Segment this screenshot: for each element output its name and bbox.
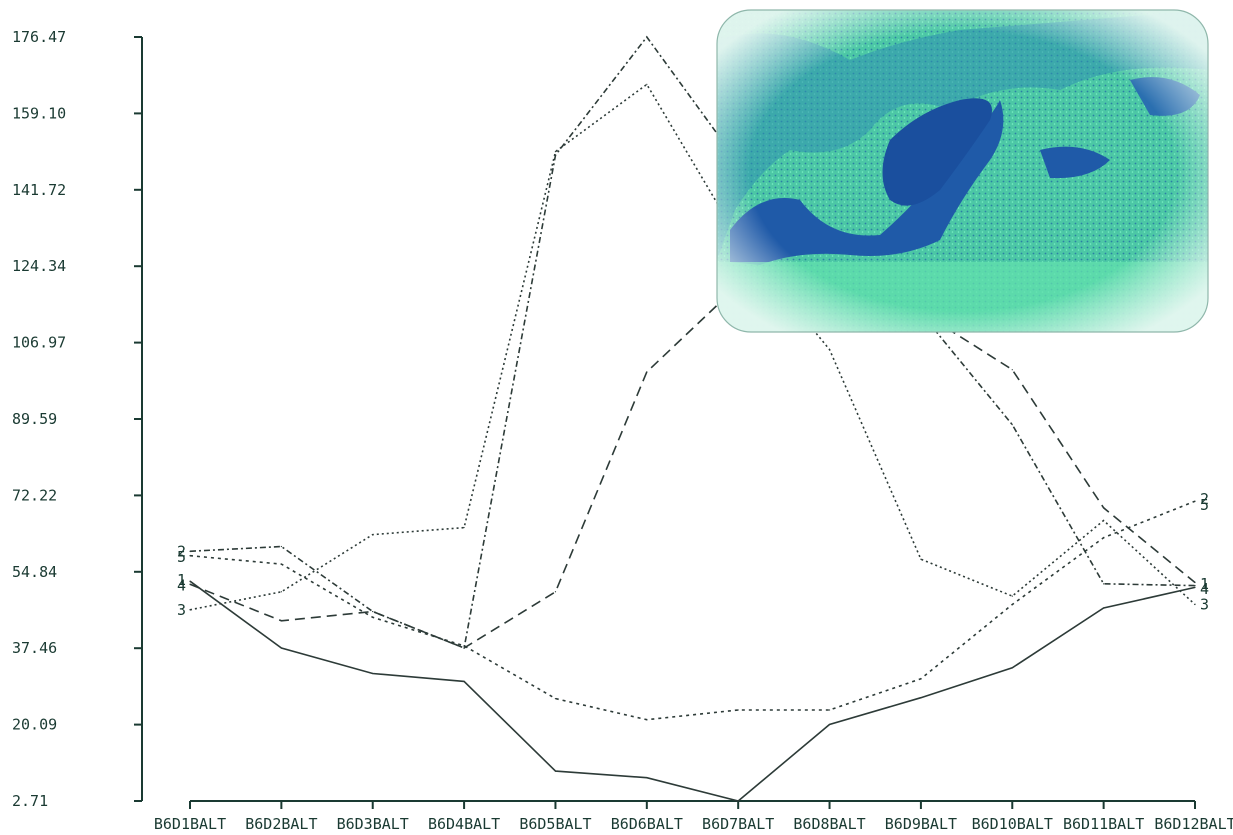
series-point [1103, 607, 1105, 609]
series-point [189, 583, 191, 585]
x-tick-label: B6D12BALT [1154, 815, 1233, 833]
series-point [646, 371, 648, 373]
series-point [1194, 581, 1196, 584]
y-tick-label: 176.47 [12, 28, 66, 46]
series-end-label-right: 1 [1200, 575, 1209, 593]
series-end-label-right: 3 [1200, 596, 1209, 614]
series-point [372, 616, 374, 618]
series-line-2 [189, 35, 1196, 650]
series-point [737, 800, 739, 802]
y-tick-label: 89.59 [12, 410, 57, 428]
series-point [1103, 507, 1105, 509]
series-point [189, 580, 191, 582]
series-point [463, 680, 465, 683]
series-line-4 [189, 284, 1196, 649]
y-tick-label: 106.97 [12, 334, 66, 352]
series-point [372, 610, 374, 613]
series-line-5 [189, 500, 1196, 721]
y-tick-label: 2.71 [12, 792, 48, 810]
series-end-label-left: 1 [177, 571, 186, 589]
y-tick-label: 141.72 [12, 181, 66, 199]
series-end-label-left: 5 [177, 548, 186, 566]
series-end-label-left: 4 [177, 577, 186, 595]
axes: 176.47 159.10 141.72 124.34 106.97 89.59 72.22… [12, 28, 1233, 833]
series-point [1011, 369, 1013, 371]
series-point [737, 709, 739, 711]
x-tick-label: B6D9BALT [885, 815, 957, 833]
series-point [1194, 603, 1196, 606]
series-point [1011, 603, 1013, 606]
series-point [828, 723, 831, 726]
series-point [280, 620, 282, 622]
series-point [189, 550, 191, 552]
series-point [646, 36, 648, 38]
series-point [646, 777, 648, 779]
series-point [554, 770, 557, 772]
x-tick-label: B6D1BALT [154, 815, 226, 833]
y-tick-label: 159.10 [12, 104, 66, 122]
map-inset-frame [716, 9, 1209, 333]
x-tick-label: B6D4BALT [428, 815, 500, 833]
series-line-1 [189, 580, 1196, 802]
series-point [828, 709, 831, 711]
series-end-label-left: 3 [177, 601, 186, 619]
series-point [1194, 500, 1196, 502]
series-point [189, 555, 191, 557]
x-tick-label: B6D11BALT [1063, 815, 1144, 833]
series-end-label-right: 2 [1200, 490, 1209, 508]
series-point [920, 678, 922, 680]
y-tick-label: 72.22 [12, 486, 57, 504]
y-tick-label: 20.09 [12, 716, 57, 734]
series-end-label-right: 5 [1200, 496, 1209, 514]
series-point [920, 558, 922, 560]
series-point [554, 591, 557, 593]
series-point [189, 609, 191, 611]
series-point [1011, 424, 1013, 426]
series-point [646, 719, 648, 721]
series-point [920, 697, 922, 699]
x-tick-label: B6D3BALT [337, 815, 409, 833]
series-point [280, 591, 282, 593]
x-tick-label: B6D2BALT [245, 815, 317, 833]
series-point [1194, 586, 1196, 588]
series-point [372, 672, 374, 675]
series-point [1103, 537, 1105, 539]
x-tick-label: B6D6BALT [611, 815, 683, 833]
series-point [463, 526, 465, 529]
series-point [463, 647, 465, 649]
baltic-sea-map-icon [717, 10, 1208, 332]
series-end-label-right: 4 [1200, 580, 1209, 598]
series-point [280, 545, 282, 548]
series-point [828, 348, 831, 351]
x-tick-label: B6D10BALT [972, 815, 1053, 833]
series-point [280, 647, 282, 649]
series-point [463, 645, 465, 647]
y-tick-label: 37.46 [12, 639, 57, 657]
x-tick-label: B6D8BALT [793, 815, 865, 833]
series-end-label-left: 2 [177, 542, 186, 560]
series-point [372, 533, 374, 536]
series-point [554, 151, 557, 153]
series-point [1103, 583, 1105, 585]
series-point [554, 697, 557, 700]
series-point [1194, 584, 1196, 587]
series-point [1103, 519, 1105, 522]
x-tick-label: B6D7BALT [702, 815, 774, 833]
y-tick-label: 54.84 [12, 563, 57, 581]
series-point [280, 563, 282, 565]
series-point [1011, 595, 1013, 597]
y-tick-label: 124.34 [12, 257, 66, 275]
x-tick-label: B6D5BALT [519, 815, 591, 833]
series-point [1011, 667, 1013, 669]
series-point [646, 83, 648, 85]
